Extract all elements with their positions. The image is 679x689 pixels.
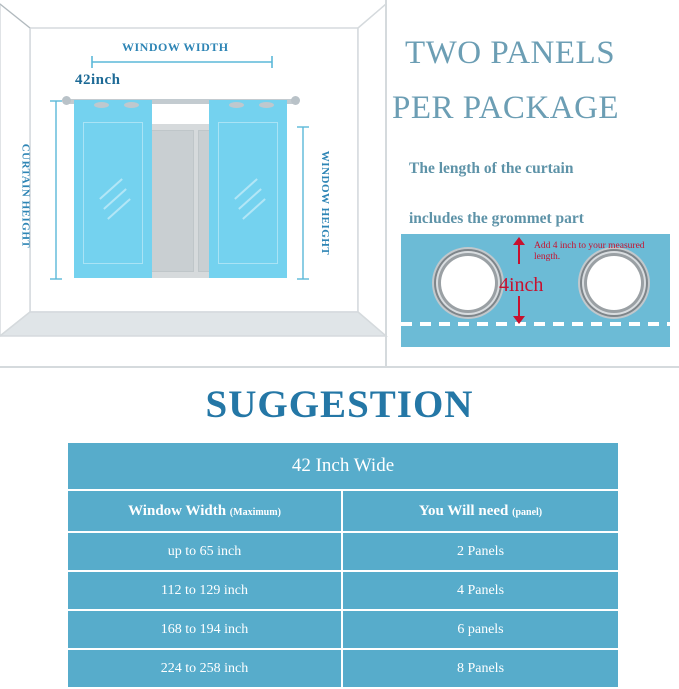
promo-headline-line2: PER PACKAGE	[392, 90, 620, 126]
table-cell-panels: 8 Panels	[343, 650, 618, 689]
arrow-up-icon	[513, 237, 525, 245]
grommet-ring-right-icon	[587, 256, 641, 310]
table-header-you-will-need-main: You Will need	[418, 502, 509, 519]
grommet-icon	[259, 102, 274, 108]
grommet-note: Add 4 inch to your measured length.	[534, 241, 645, 262]
label-window-width: WINDOW WIDTH	[122, 40, 229, 54]
table-banner-cell: 42 Inch Wide	[68, 443, 618, 491]
grommet-icon	[124, 102, 139, 108]
label-4inch: 4inch	[499, 274, 544, 296]
rod-finial-right	[291, 96, 300, 105]
curtain-panel-left	[74, 100, 152, 278]
promo-subline-1: The length of the curtain	[409, 160, 574, 177]
table-header-you-will-need: You Will need (panel)	[343, 491, 618, 533]
table-cell-panels: 6 panels	[343, 611, 618, 650]
suggestion-table: 42 Inch Wide Window Width (Maximum) You …	[68, 443, 618, 689]
grommet-ring-left-icon	[441, 256, 495, 310]
table-cell-panels: 2 Panels	[343, 533, 618, 572]
promo-headline-line1: TWO PANELS	[405, 35, 616, 71]
label-window-height: WINDOW HEIGHT	[319, 150, 332, 256]
table-header-window-width-main: Window Width	[128, 502, 227, 519]
table-cell-panels: 4 Panels	[343, 572, 618, 611]
table-header-you-will-need-sub: (panel)	[512, 506, 543, 518]
horizontal-divider	[0, 366, 679, 368]
curtain-panel-right	[209, 100, 287, 278]
table-cell-width: 112 to 129 inch	[68, 572, 343, 611]
arrow-down-shaft	[518, 296, 520, 322]
measurement-dashed-line	[401, 322, 670, 326]
table-cell-width: 224 to 258 inch	[68, 650, 343, 689]
table-row: 168 to 194 inch 6 panels	[68, 611, 618, 650]
arrow-up-shaft	[518, 242, 520, 264]
promo-column: TWO PANELS PER PACKAGE The length of the…	[392, 0, 679, 368]
table-row-banner: 42 Inch Wide	[68, 443, 618, 491]
table-row: 224 to 258 inch 8 Panels	[68, 650, 618, 689]
curtain-rod	[66, 99, 295, 104]
table-row: up to 65 inch 2 Panels	[68, 533, 618, 572]
table-cell-width: up to 65 inch	[68, 533, 343, 572]
arrow-down-icon	[513, 316, 525, 324]
room-diagram: WINDOW WIDTH 42inch CURTAIN HEIGHT WINDO…	[0, 0, 390, 370]
table-header-window-width-sub: (Maximum)	[229, 506, 281, 518]
suggestion-title: SUGGESTION	[205, 383, 474, 426]
rod-finial-left	[62, 96, 71, 105]
grommet-detail-image: Add 4 inch to your measured length. 4inc…	[401, 234, 670, 347]
vertical-divider	[385, 0, 387, 366]
table-row-header: Window Width (Maximum) You Will need (pa…	[68, 491, 618, 533]
promo-subline-2: includes the grommet part	[409, 210, 584, 227]
grommet-icon	[94, 102, 109, 108]
label-curtain-height: CURTAIN HEIGHT	[19, 143, 32, 249]
label-panel-width: 42inch	[75, 72, 121, 88]
curtain-panel-left-inner	[83, 122, 143, 264]
grommet-icon	[229, 102, 244, 108]
table-header-window-width: Window Width (Maximum)	[68, 491, 343, 533]
table-row: 112 to 129 inch 4 Panels	[68, 572, 618, 611]
table-cell-width: 168 to 194 inch	[68, 611, 343, 650]
curtain-panel-right-inner	[218, 122, 278, 264]
